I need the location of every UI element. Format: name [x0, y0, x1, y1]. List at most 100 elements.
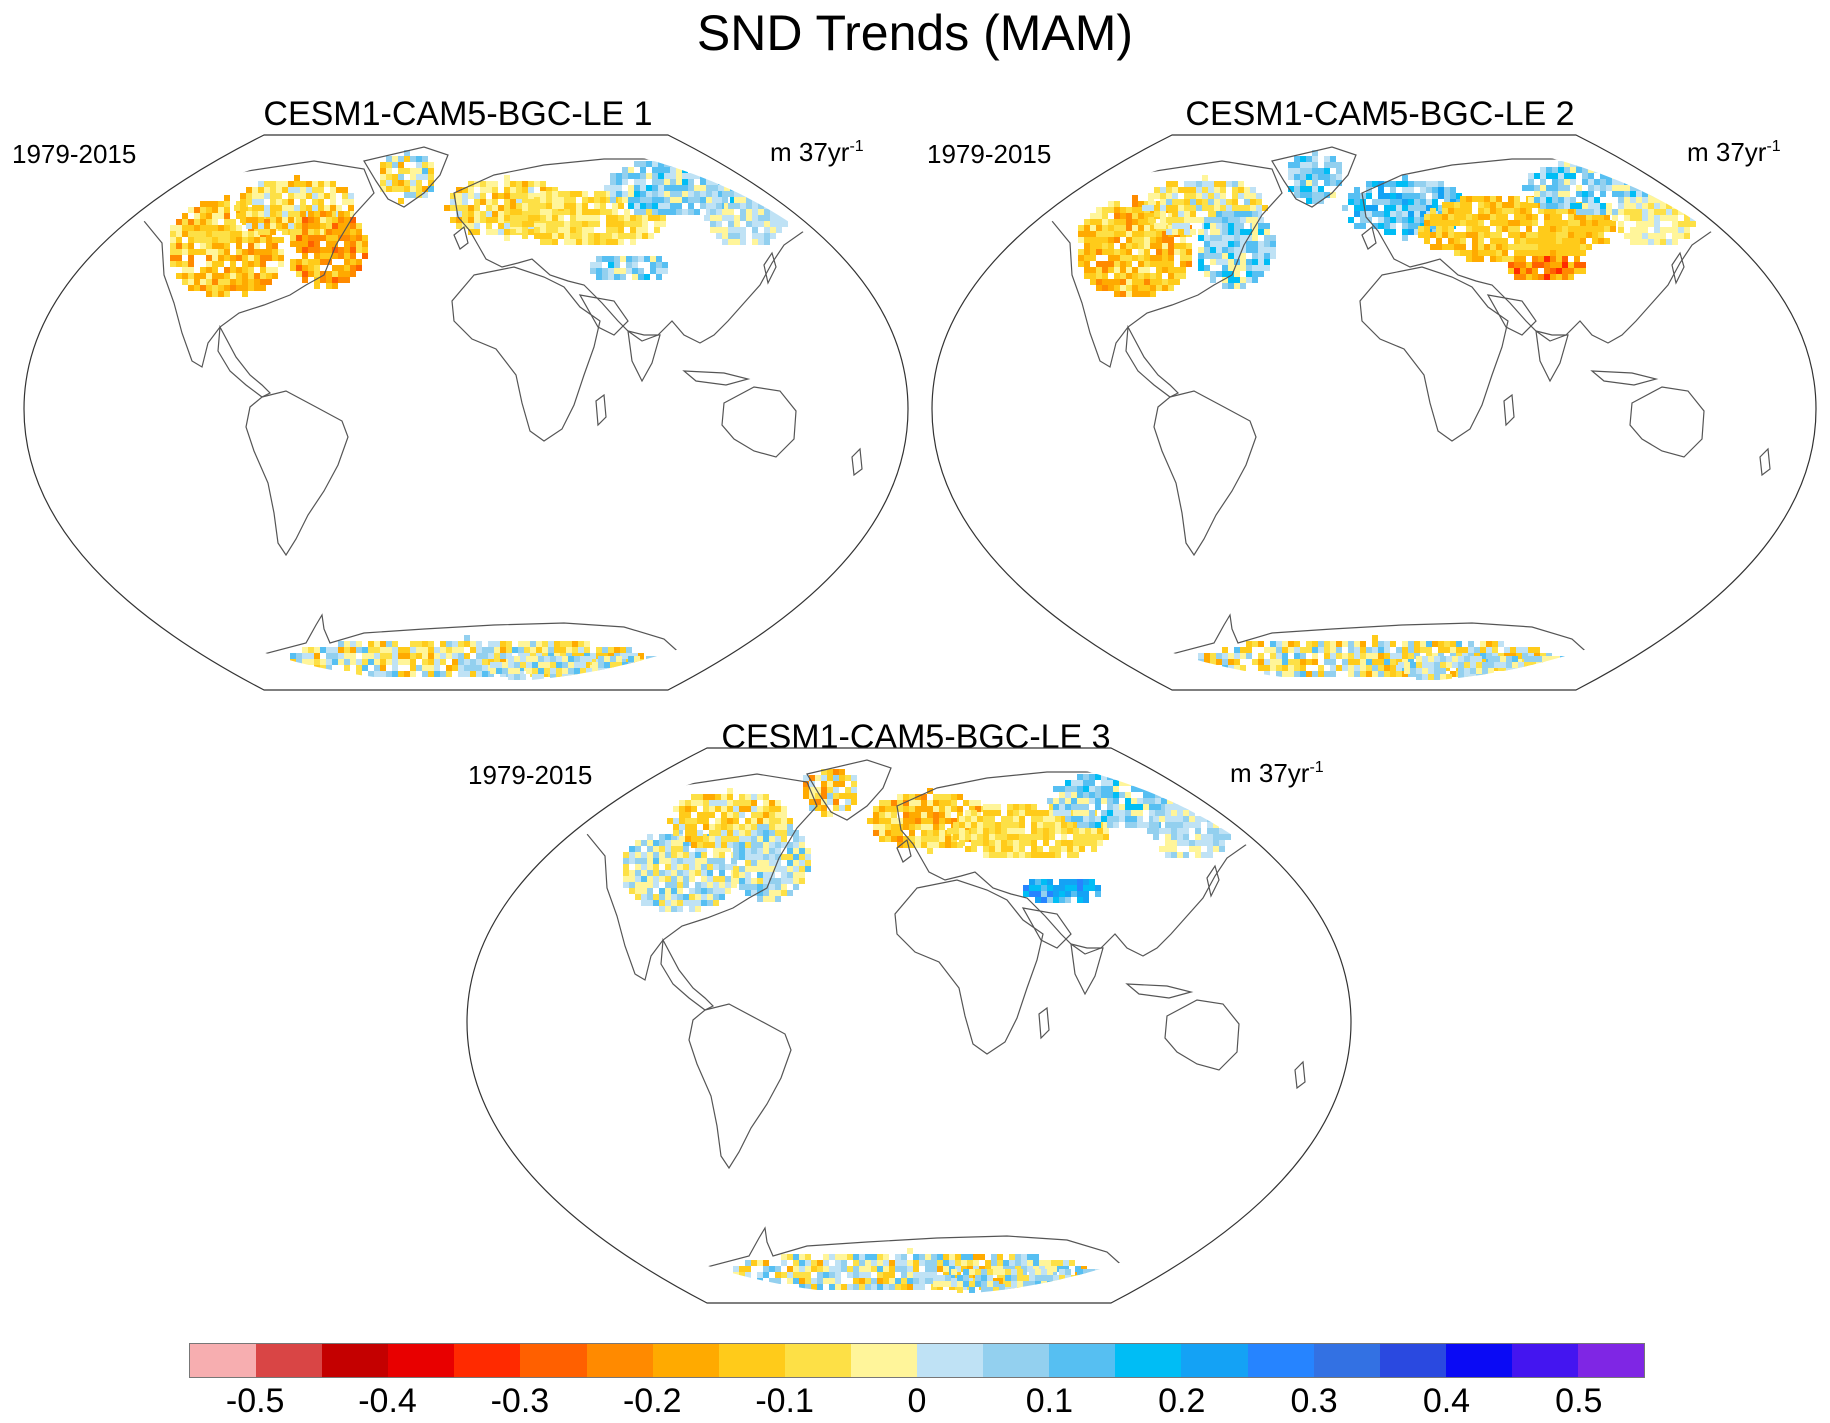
snow-depth-cell	[965, 846, 971, 852]
snow-depth-cell	[1472, 196, 1478, 202]
snow-depth-cell	[200, 285, 206, 291]
snow-depth-cell	[891, 830, 897, 836]
snow-depth-cell	[799, 1284, 805, 1290]
snow-depth-cell	[380, 641, 386, 647]
snow-depth-cell	[769, 848, 775, 854]
snow-depth-cell	[1172, 229, 1178, 235]
snow-depth-cell	[290, 659, 296, 665]
snow-depth-cell	[685, 812, 691, 818]
snow-depth-cell	[1207, 852, 1213, 858]
snow-depth-cell	[751, 836, 757, 842]
snow-depth-cell	[450, 193, 456, 199]
snow-depth-cell	[302, 229, 308, 235]
snow-depth-cell	[1624, 209, 1630, 215]
snow-depth-cell	[1204, 241, 1210, 247]
snow-depth-cell	[1222, 259, 1228, 265]
snow-depth-cell	[584, 659, 590, 665]
snow-depth-cell	[991, 1266, 997, 1272]
snow-depth-cell	[1180, 249, 1186, 255]
snow-depth-cell	[803, 781, 809, 787]
snow-depth-cell	[302, 653, 308, 659]
snow-depth-cell	[1486, 641, 1492, 647]
snow-depth-cell	[1660, 191, 1666, 197]
snow-depth-cell	[983, 828, 989, 834]
snow-depth-cell	[1198, 235, 1204, 241]
snow-depth-cell	[955, 1284, 961, 1290]
snow-depth-cell	[677, 882, 683, 888]
snow-depth-cell	[682, 173, 688, 179]
snow-depth-cell	[1442, 208, 1448, 214]
snow-depth-cell	[314, 217, 320, 223]
snow-depth-cell	[1101, 816, 1107, 822]
snow-depth-cell	[1282, 671, 1288, 677]
snow-depth-cell	[1520, 214, 1526, 220]
snow-depth-cell	[558, 203, 564, 209]
snow-depth-cell	[1114, 267, 1120, 273]
snow-depth-cell	[949, 1260, 955, 1266]
snow-depth-cell	[1083, 816, 1089, 822]
snow-depth-cell	[787, 872, 793, 878]
snow-depth-cell	[1161, 810, 1167, 816]
snow-depth-cell	[769, 854, 775, 860]
snow-depth-cell	[1642, 197, 1648, 203]
snow-depth-cell	[218, 255, 224, 261]
snow-depth-cell	[582, 203, 588, 209]
snow-depth-cell	[1165, 816, 1171, 822]
snow-depth-cell	[1456, 193, 1462, 199]
snow-depth-cell	[1526, 220, 1532, 226]
snow-depth-cell	[647, 864, 653, 870]
snow-depth-cell	[775, 860, 781, 866]
snow-depth-cell	[919, 1254, 925, 1260]
snow-depth-cell	[733, 872, 739, 878]
snow-depth-cell	[1138, 249, 1144, 255]
snow-depth-cell	[1402, 235, 1408, 241]
snow-depth-cell	[1454, 250, 1460, 256]
snow-depth-cell	[965, 822, 971, 828]
snow-depth-cell	[1576, 167, 1582, 173]
snow-depth-cell	[1107, 792, 1113, 798]
snow-depth-cell	[1642, 215, 1648, 221]
snow-depth-cell	[338, 659, 344, 665]
snow-depth-cell	[1520, 250, 1526, 256]
snow-depth-cell	[1120, 279, 1126, 285]
snow-depth-cell	[1019, 804, 1025, 810]
snow-depth-cell	[170, 231, 176, 237]
snow-depth-cell	[1408, 665, 1414, 671]
snow-depth-cell	[623, 870, 629, 876]
snow-depth-cell	[903, 818, 909, 824]
snow-depth-cell	[775, 830, 781, 836]
snow-depth-cell	[671, 876, 677, 882]
snow-depth-cell	[1228, 259, 1234, 265]
snow-depth-cell	[733, 866, 739, 872]
snow-depth-cell	[1015, 1266, 1021, 1272]
snow-depth-cell	[490, 662, 496, 668]
snow-depth-cell	[1282, 641, 1288, 647]
snow-depth-cell	[1454, 214, 1460, 220]
snow-depth-cell	[1201, 834, 1207, 840]
snow-depth-cell	[691, 800, 697, 806]
snow-depth-cell	[746, 221, 752, 227]
snow-depth-cell	[566, 641, 572, 647]
snow-depth-cell	[763, 896, 769, 902]
snow-depth-cell	[480, 217, 486, 223]
snow-depth-cell	[664, 656, 670, 662]
snow-depth-cell	[671, 852, 677, 858]
snow-depth-cell	[987, 1281, 993, 1287]
snow-depth-cell	[1090, 213, 1096, 219]
snow-depth-cell	[1508, 202, 1514, 208]
snow-depth-cell	[440, 653, 446, 659]
snow-depth-cell	[1624, 191, 1630, 197]
snow-depth-cell	[538, 656, 544, 662]
snow-depth-cell	[266, 237, 272, 243]
snow-depth-cell	[440, 671, 446, 677]
snow-depth-cell	[1610, 220, 1616, 226]
snow-depth-cell	[1282, 653, 1288, 659]
snow-depth-cell	[374, 671, 380, 677]
snow-depth-cell	[1462, 671, 1468, 677]
snow-depth-cell	[326, 665, 332, 671]
snow-depth-cell	[542, 665, 548, 671]
snow-depth-cell	[1240, 241, 1246, 247]
snow-depth-cell	[1448, 244, 1454, 250]
snow-depth-cell	[879, 824, 885, 830]
snow-depth-cell	[176, 219, 182, 225]
